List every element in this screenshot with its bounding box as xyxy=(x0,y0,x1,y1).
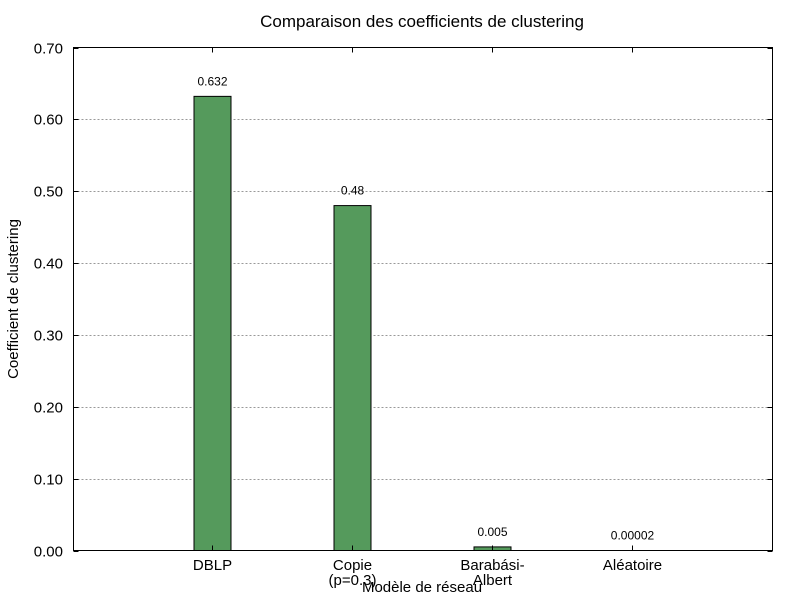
bar-value-label: 0.005 xyxy=(477,525,507,539)
bar-value-label: 0.48 xyxy=(341,184,365,198)
gridlines xyxy=(73,119,773,480)
bars xyxy=(193,95,512,552)
y-tick-label: 0.00 xyxy=(34,544,63,561)
x-tick-label: Aléatoire xyxy=(603,557,662,574)
value-labels: 0.632 0.48 0.005 0.00002 xyxy=(197,74,654,542)
x-axis-ticks: DBLP Copie(p=0.3) Barabási-Albert Aléatoire xyxy=(193,47,662,589)
chart-title: Comparaison des coefficients de clusteri… xyxy=(260,12,584,31)
bar xyxy=(193,95,232,551)
bar xyxy=(333,205,372,551)
y-tick-label: 0.70 xyxy=(34,41,63,58)
x-tick-label: Barabási- xyxy=(460,557,524,574)
x-tick-label: Albert xyxy=(473,572,513,589)
y-tick-label: 0.10 xyxy=(34,472,63,489)
x-axis-label: Modèle de réseau xyxy=(362,579,482,596)
y-axis-label: Coefficient de clustering xyxy=(5,219,22,379)
bar-value-label: 0.00002 xyxy=(611,528,655,542)
x-tick-label: Copie xyxy=(333,557,372,574)
x-tick-label: DBLP xyxy=(193,557,232,574)
bar-value-label: 0.632 xyxy=(197,74,227,88)
y-tick-label: 0.50 xyxy=(34,184,63,201)
plot-frame xyxy=(73,47,773,551)
y-tick-label: 0.20 xyxy=(34,400,63,417)
y-axis-ticks: 0.00 0.10 0.20 0.30 0.40 0.50 0.60 0.70 xyxy=(34,41,773,561)
x-tick-label: (p=0.3) xyxy=(329,572,377,589)
y-tick-label: 0.30 xyxy=(34,328,63,345)
y-tick-label: 0.40 xyxy=(34,256,63,273)
y-tick-label: 0.60 xyxy=(34,112,63,129)
